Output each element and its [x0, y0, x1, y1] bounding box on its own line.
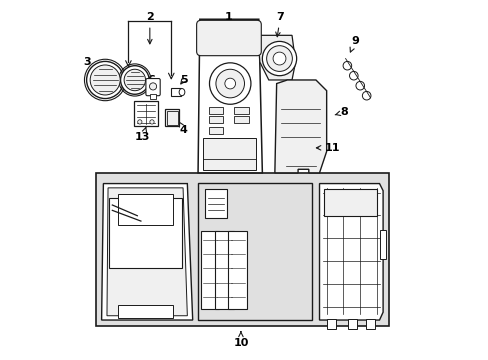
Text: 1: 1 [221, 13, 232, 27]
Circle shape [138, 120, 142, 124]
Bar [198, 183, 312, 320]
Bar [96, 173, 388, 327]
Bar [208, 108, 223, 114]
Polygon shape [102, 184, 192, 320]
Circle shape [266, 46, 292, 71]
FancyBboxPatch shape [145, 78, 160, 96]
Text: 3: 3 [83, 57, 97, 73]
Polygon shape [319, 184, 382, 320]
Bar [234, 108, 248, 114]
Circle shape [90, 65, 120, 95]
Circle shape [86, 62, 123, 99]
Circle shape [209, 63, 250, 104]
Circle shape [149, 120, 154, 124]
Bar [326, 319, 335, 329]
Bar [323, 189, 377, 216]
Circle shape [149, 83, 156, 90]
Polygon shape [258, 35, 295, 80]
Polygon shape [107, 188, 187, 316]
Circle shape [216, 69, 244, 98]
Text: 4: 4 [179, 122, 187, 135]
Bar [234, 116, 248, 123]
Bar [171, 88, 181, 96]
Text: 6: 6 [147, 75, 155, 85]
Circle shape [262, 41, 296, 76]
Bar [208, 116, 223, 123]
Text: 8: 8 [334, 107, 347, 117]
FancyBboxPatch shape [196, 20, 261, 56]
Text: 2: 2 [145, 13, 153, 44]
Ellipse shape [179, 89, 184, 96]
Text: 9: 9 [349, 36, 359, 52]
Bar [205, 189, 226, 217]
Text: 5: 5 [180, 75, 187, 85]
Text: 10: 10 [233, 332, 248, 347]
Bar [118, 305, 173, 318]
Bar [203, 138, 256, 170]
Bar [150, 94, 156, 99]
Bar [208, 127, 223, 134]
Bar [109, 198, 181, 267]
Bar [134, 102, 158, 126]
Bar [166, 111, 177, 125]
Bar [228, 231, 246, 309]
Bar [215, 231, 233, 309]
Circle shape [224, 78, 235, 89]
Text: 13: 13 [135, 127, 150, 142]
Circle shape [272, 52, 285, 65]
Text: 7: 7 [275, 13, 284, 37]
Text: 12: 12 [127, 264, 143, 280]
Circle shape [124, 69, 145, 91]
Bar [347, 319, 356, 329]
Circle shape [121, 66, 149, 94]
Polygon shape [274, 80, 326, 173]
Bar [201, 231, 219, 309]
Text: 11: 11 [316, 143, 339, 153]
Polygon shape [198, 19, 262, 173]
Bar [365, 319, 374, 329]
Bar [165, 109, 179, 126]
Bar [118, 194, 173, 225]
Bar [379, 230, 385, 258]
